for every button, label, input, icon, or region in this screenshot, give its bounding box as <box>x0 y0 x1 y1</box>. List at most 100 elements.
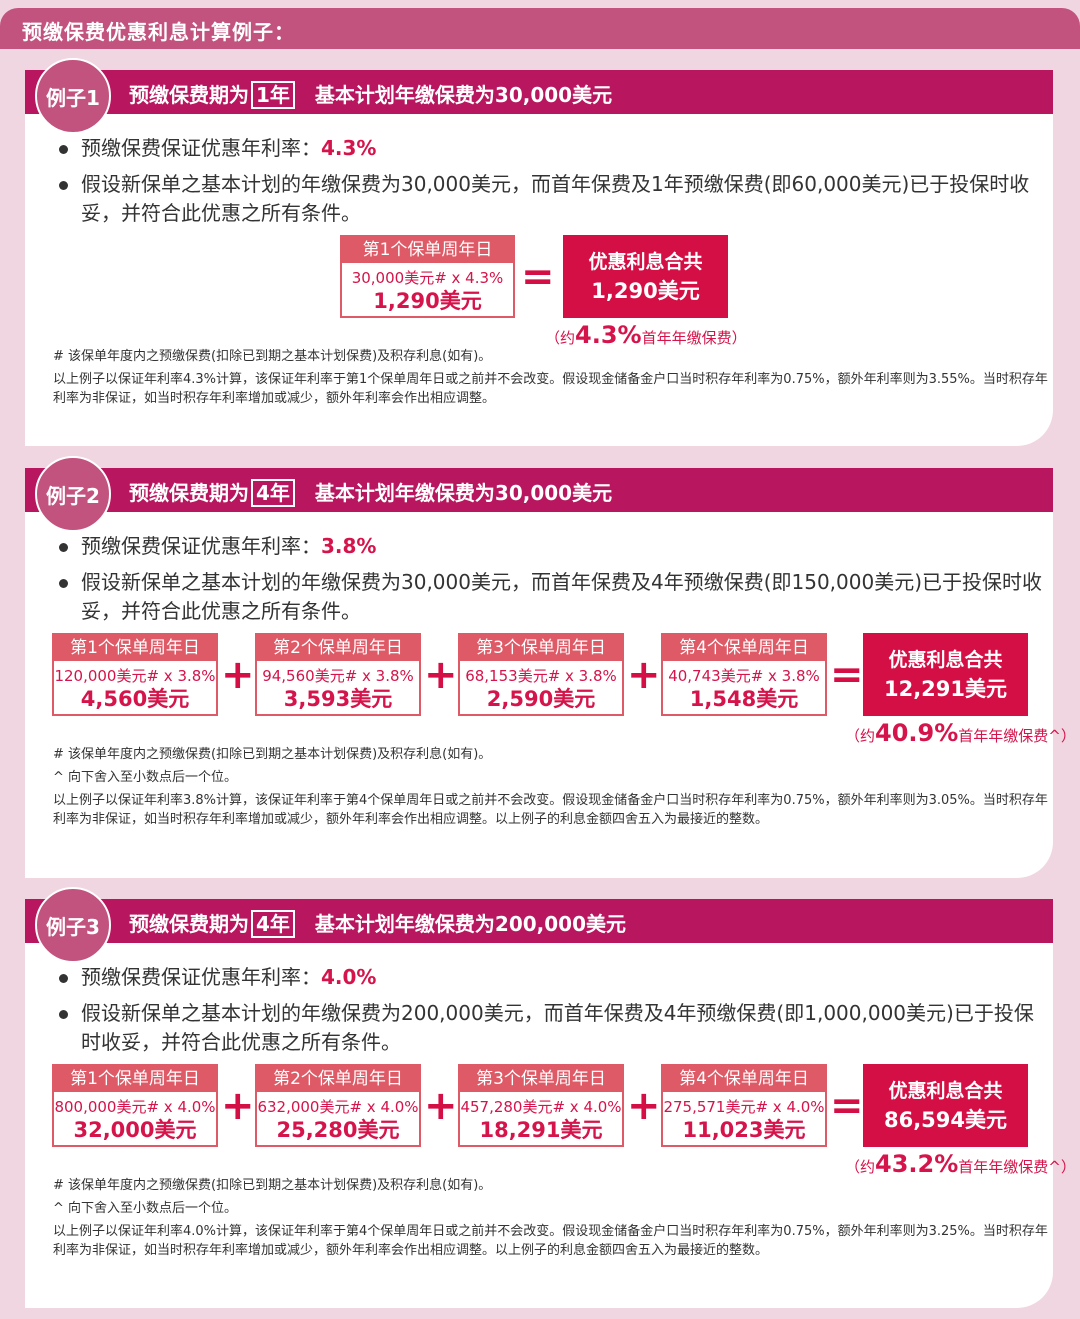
equals-sign: = <box>830 652 864 698</box>
footnotes: # 该保单年度内之预缴保费(扣除已到期之基本计划保费)及积存利息(如有)。 以上例… <box>25 347 1053 408</box>
total-interest-box: 优惠利息合共 86,594美元 <box>863 1064 1028 1147</box>
prepay-years: 1年 <box>251 81 295 109</box>
approx-percentage: （约4.3%首年年缴保费） <box>545 321 747 349</box>
interest-value: 4,560美元 <box>80 687 190 711</box>
interest-value: 3,593美元 <box>283 687 393 711</box>
anniversary-box: 第4个保单周年日 275,571美元# x 4.0% 11,023美元 <box>661 1064 827 1147</box>
assumption-bullet: 假设新保单之基本计划的年缴保费为30,000美元，而首年保费及1年预缴保费(即6… <box>57 170 1053 228</box>
rate-label: 预缴保费保证优惠年利率： <box>81 965 321 989</box>
interest-value: 25,280美元 <box>276 1118 400 1142</box>
anniversary-title: 第4个保单周年日 <box>663 635 825 661</box>
interest-formula: 800,000美元# x 4.0% <box>54 1098 216 1116</box>
footnote: ^ 向下舍入至小数点后一个位。 <box>53 770 238 785</box>
total-interest-box: 优惠利息合共 1,290美元 <box>563 235 728 318</box>
interest-formula: 68,153美元# x 3.8% <box>465 667 617 685</box>
interest-value: 32,000美元 <box>73 1118 197 1142</box>
anniversary-box: 第2个保单周年日 94,560美元# x 3.8% 3,593美元 <box>255 633 421 716</box>
bullet-list: 预缴保费保证优惠年利率：4.3% 假设新保单之基本计划的年缴保费为30,000美元… <box>25 114 1053 228</box>
assumption-bullet: 假设新保单之基本计划的年缴保费为30,000美元，而首年保费及4年预缴保费(即1… <box>57 568 1053 626</box>
anniversary-box: 第1个保单周年日 30,000美元# x 4.3% 1,290美元 <box>340 235 515 318</box>
anniversary-box: 第1个保单周年日 800,000美元# x 4.0% 32,000美元 <box>52 1064 218 1147</box>
total-value: 1,290美元 <box>591 279 700 303</box>
anniversary-box: 第3个保单周年日 68,153美元# x 3.8% 2,590美元 <box>458 633 624 716</box>
anniversary-title: 第1个保单周年日 <box>54 1066 216 1092</box>
formula-row: 第1个保单周年日 800,000美元# x 4.0% 32,000美元 + 第2个保单周… <box>25 1064 1076 1178</box>
footnote: 以上例子以保证年利率3.8%计算，该保证年利率于第4个保单周年日或之前并不会改变… <box>53 793 1048 827</box>
plus-sign: + <box>627 1083 661 1129</box>
plus-sign: + <box>221 1083 255 1129</box>
anniversary-title: 第3个保单周年日 <box>460 1066 622 1092</box>
interest-formula: 632,000美元# x 4.0% <box>257 1098 419 1116</box>
rate-bullet: 预缴保费保证优惠年利率：3.8% <box>57 532 1053 561</box>
equals-sign: = <box>830 1083 864 1129</box>
total-interest-box: 优惠利息合共 12,291美元 <box>863 633 1028 716</box>
footnote: 以上例子以保证年利率4.0%计算，该保证年利率于第4个保单周年日或之前并不会改变… <box>53 1224 1048 1258</box>
formula-row: 第1个保单周年日 30,000美元# x 4.3% 1,290美元 = 优惠利息合共 1,… <box>25 235 1053 349</box>
approx-pct: 4.3% <box>575 321 642 349</box>
rate-value: 4.3% <box>321 136 377 160</box>
interest-formula: 457,280美元# x 4.0% <box>460 1098 622 1116</box>
anniversary-box: 第1个保单周年日 120,000美元# x 3.8% 4,560美元 <box>52 633 218 716</box>
anniversary-title: 第2个保单周年日 <box>257 635 419 661</box>
example-card: 例子2 预缴保费期为 4年 基本计划年缴保费为30,000美元预缴保费保证优惠年利率：… <box>25 456 1076 878</box>
prepay-years: 4年 <box>251 910 295 938</box>
approx-prefix: （约 <box>845 1158 876 1176</box>
footnotes: # 该保单年度内之预缴保费(扣除已到期之基本计划保费)及积存利息(如有)。 ^ 向… <box>25 745 1053 829</box>
approx-suffix: 首年年缴保费） <box>641 329 747 347</box>
plus-sign: + <box>424 1083 458 1129</box>
anniversary-title: 第1个保单周年日 <box>342 237 513 263</box>
footnote: # 该保单年度内之预缴保费(扣除已到期之基本计划保费)及积存利息(如有)。 <box>53 1178 492 1193</box>
interest-formula: 275,571美元# x 4.0% <box>663 1098 825 1116</box>
bullet-list: 预缴保费保证优惠年利率：3.8% 假设新保单之基本计划的年缴保费为30,000美元… <box>25 512 1053 626</box>
rate-bullet: 预缴保费保证优惠年利率：4.3% <box>57 134 1053 163</box>
bullet-list: 预缴保费保证优惠年利率：4.0% 假设新保单之基本计划的年缴保费为200,000美… <box>25 943 1053 1057</box>
assumption-bullet: 假设新保单之基本计划的年缴保费为200,000美元，而首年保费及4年预缴保费(即… <box>57 999 1053 1057</box>
total-label: 优惠利息合共 <box>588 251 703 273</box>
banner-prefix: 预缴保费期为 <box>129 912 249 936</box>
interest-formula: 40,743美元# x 3.8% <box>668 667 820 685</box>
banner-premium: 基本计划年缴保费为200,000美元 <box>314 912 627 936</box>
banner-prefix: 预缴保费期为 <box>129 83 249 107</box>
banner-prefix: 预缴保费期为 <box>129 481 249 505</box>
interest-value: 1,548美元 <box>689 687 799 711</box>
interest-value: 2,590美元 <box>486 687 596 711</box>
approx-pct: 40.9% <box>875 719 959 747</box>
total-value: 86,594美元 <box>883 1108 1008 1132</box>
equals-sign: = <box>521 254 555 300</box>
banner-premium: 基本计划年缴保费为30,000美元 <box>314 83 613 107</box>
anniversary-title: 第3个保单周年日 <box>460 635 622 661</box>
interest-formula: 120,000美元# x 3.8% <box>54 667 216 685</box>
example-banner: 例子2 预缴保费期为 4年 基本计划年缴保费为30,000美元 <box>25 456 1053 532</box>
approx-prefix: （约 <box>545 329 576 347</box>
example-card: 例子1 预缴保费期为 1年 基本计划年缴保费为30,000美元预缴保费保证优惠年利率：… <box>25 58 1053 446</box>
example-badge: 例子3 <box>35 887 111 963</box>
anniversary-title: 第2个保单周年日 <box>257 1066 419 1092</box>
rate-value: 3.8% <box>321 534 377 558</box>
total-value: 12,291美元 <box>883 677 1008 701</box>
approx-percentage: （约40.9%首年年缴保费^） <box>845 719 1076 747</box>
rate-value: 4.0% <box>321 965 377 989</box>
interest-formula: 30,000美元# x 4.3% <box>351 269 504 287</box>
plus-sign: + <box>424 652 458 698</box>
example-banner: 例子1 预缴保费期为 1年 基本计划年缴保费为30,000美元 <box>25 58 1053 134</box>
footnotes: # 该保单年度内之预缴保费(扣除已到期之基本计划保费)及积存利息(如有)。 ^ 向… <box>25 1176 1053 1260</box>
anniversary-box: 第2个保单周年日 632,000美元# x 4.0% 25,280美元 <box>255 1064 421 1147</box>
footnote: # 该保单年度内之预缴保费(扣除已到期之基本计划保费)及积存利息(如有)。 <box>53 349 492 364</box>
approx-suffix: 首年年缴保费^） <box>958 727 1076 745</box>
approx-percentage: （约43.2%首年年缴保费^） <box>845 1150 1076 1178</box>
anniversary-title: 第1个保单周年日 <box>54 635 216 661</box>
approx-pct: 43.2% <box>875 1150 959 1178</box>
rate-label: 预缴保费保证优惠年利率： <box>81 534 321 558</box>
prepay-years: 4年 <box>251 479 295 507</box>
anniversary-box: 第3个保单周年日 457,280美元# x 4.0% 18,291美元 <box>458 1064 624 1147</box>
total-label: 优惠利息合共 <box>888 649 1003 671</box>
example-badge: 例子2 <box>35 456 111 532</box>
anniversary-box: 第4个保单周年日 40,743美元# x 3.8% 1,548美元 <box>661 633 827 716</box>
approx-prefix: （约 <box>845 727 876 745</box>
example-badge: 例子1 <box>35 58 111 134</box>
footnote: # 该保单年度内之预缴保费(扣除已到期之基本计划保费)及积存利息(如有)。 <box>53 747 492 762</box>
plus-sign: + <box>627 652 661 698</box>
banner-premium: 基本计划年缴保费为30,000美元 <box>314 481 613 505</box>
interest-value: 1,290美元 <box>373 289 482 313</box>
interest-value: 18,291美元 <box>479 1118 603 1142</box>
